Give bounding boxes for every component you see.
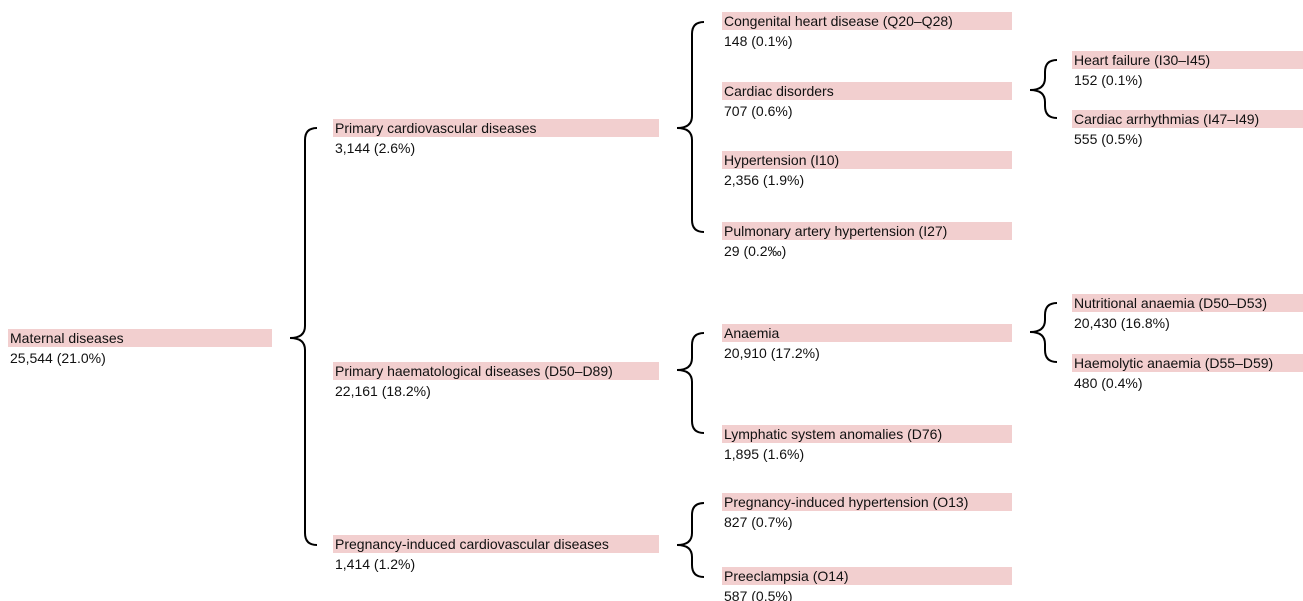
node-label: Maternal diseases: [10, 330, 124, 346]
label-box: [722, 222, 1012, 240]
node-label: Cardiac disorders: [724, 83, 834, 99]
node-label: Lymphatic system anomalies (D76): [724, 426, 942, 442]
brace: [676, 332, 705, 434]
node-value: 587 (0.5%): [724, 588, 792, 601]
brace: [676, 502, 705, 578]
label-box: [722, 12, 1012, 30]
node-value: 1,895 (1.6%): [724, 446, 804, 462]
label-box: [722, 493, 1012, 511]
node-label: Cardiac arrhythmias (I47–I49): [1074, 111, 1259, 127]
brace: [676, 21, 705, 233]
node-label: Anaemia: [724, 325, 779, 341]
node-value: 29 (0.2‰): [724, 243, 786, 259]
label-box: [722, 324, 1012, 342]
node-value: 555 (0.5%): [1074, 131, 1142, 147]
node-label: Haemolytic anaemia (D55–D59): [1074, 355, 1273, 371]
node-label: Primary cardiovascular diseases: [335, 120, 537, 136]
label-box: [1072, 110, 1303, 128]
node-label: Pregnancy-induced hypertension (O13): [724, 494, 968, 510]
node-value: 25,544 (21.0%): [10, 350, 106, 366]
node-label: Hypertension (I10): [724, 152, 839, 168]
label-box: [722, 151, 1012, 169]
node-value: 152 (0.1%): [1074, 72, 1142, 88]
node-label: Congenital heart disease (Q20–Q28): [724, 13, 953, 29]
label-box: [1072, 51, 1303, 69]
node-label: Primary haematological diseases (D50–D89…: [335, 363, 613, 379]
label-box: [722, 567, 1012, 585]
node-value: 20,910 (17.2%): [724, 345, 820, 361]
node-value: 20,430 (16.8%): [1074, 315, 1170, 331]
label-box: [722, 425, 1012, 443]
label-box: [333, 535, 659, 553]
label-box: [1072, 294, 1303, 312]
node-label: Heart failure (I30–I45): [1074, 52, 1210, 68]
node-value: 827 (0.7%): [724, 514, 792, 530]
node-value: 480 (0.4%): [1074, 375, 1142, 391]
label-box: [333, 362, 659, 380]
label-box: [1072, 354, 1303, 372]
node-value: 148 (0.1%): [724, 33, 792, 49]
label-box: [333, 119, 659, 137]
node-value: 22,161 (18.2%): [335, 383, 431, 399]
brace: [289, 127, 318, 546]
brace: [1029, 302, 1058, 363]
node-label: Pulmonary artery hypertension (I27): [724, 223, 947, 239]
label-box: [8, 329, 272, 347]
node-label: Preeclampsia (O14): [724, 568, 849, 584]
node-value: 1,414 (1.2%): [335, 556, 415, 572]
node-label: Pregnancy-induced cardiovascular disease…: [335, 536, 609, 552]
node-value: 3,144 (2.6%): [335, 140, 415, 156]
node-label: Nutritional anaemia (D50–D53): [1074, 295, 1267, 311]
brace: [1029, 59, 1058, 119]
label-box: [722, 82, 1012, 100]
node-value: 2,356 (1.9%): [724, 172, 804, 188]
node-value: 707 (0.6%): [724, 103, 792, 119]
